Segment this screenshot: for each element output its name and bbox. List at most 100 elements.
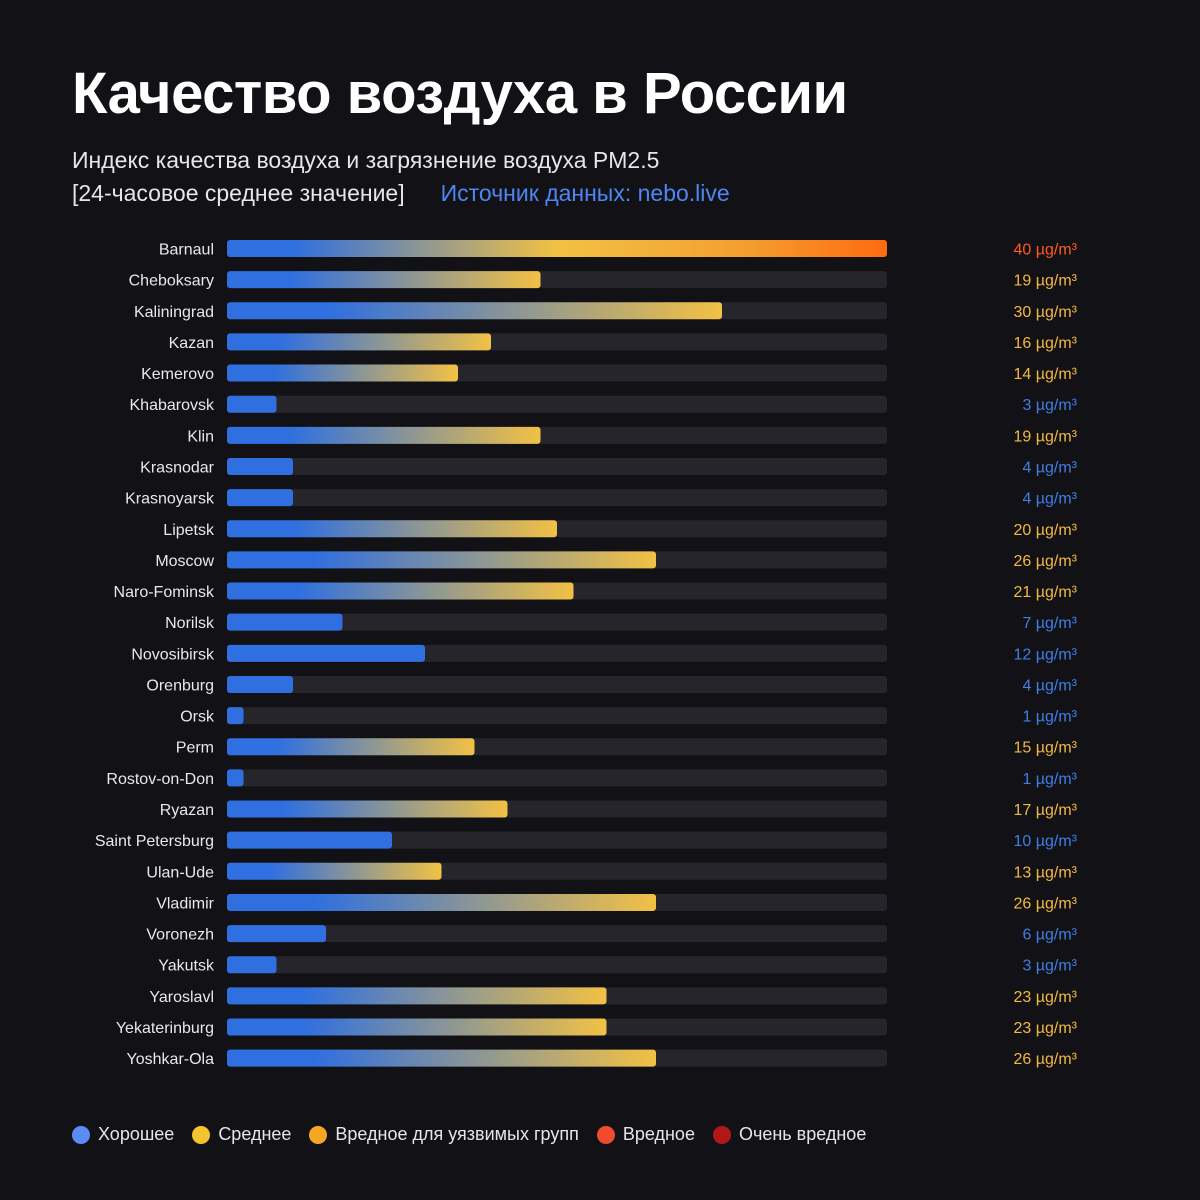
bar [227, 520, 557, 538]
value-label: 4 µg/m³ [1022, 491, 1077, 508]
bar [227, 675, 293, 693]
legend-dot-icon [309, 1125, 328, 1144]
value-label: 1 µg/m³ [1022, 709, 1077, 726]
legend-item: Среднее [192, 1124, 291, 1145]
bar-track [227, 707, 887, 725]
city-label: Barnaul [159, 242, 214, 259]
subtitle: Индекс качества воздуха и загрязнение во… [72, 144, 730, 210]
legend-label: Среднее [218, 1124, 292, 1144]
legend: Хорошее Среднее Вредное для уязвимых групп… [72, 1124, 866, 1145]
value-label: 20 µg/m³ [1014, 522, 1078, 539]
bar-track [227, 956, 887, 974]
legend-dot-icon [72, 1125, 90, 1144]
bar [227, 613, 343, 631]
value-label: 16 µg/m³ [1014, 335, 1078, 352]
city-label: Yekaterinburg [116, 1020, 214, 1037]
value-label: 3 µg/m³ [1022, 958, 1077, 975]
value-label: 26 µg/m³ [1014, 553, 1078, 570]
legend-item: Хорошее [72, 1124, 174, 1145]
value-label: 1 µg/m³ [1022, 771, 1077, 788]
bar-track [227, 457, 887, 475]
bar [227, 956, 277, 974]
value-label: 15 µg/m³ [1014, 740, 1078, 757]
bar [227, 893, 656, 911]
bar [227, 707, 244, 725]
bar [227, 769, 244, 787]
bar-track [227, 613, 887, 631]
bar [227, 987, 607, 1005]
bar [227, 302, 722, 320]
value-label: 4 µg/m³ [1022, 677, 1077, 694]
city-label: Perm [176, 740, 214, 757]
legend-label: Хорошее [98, 1124, 175, 1144]
value-label: 10 µg/m³ [1014, 833, 1078, 850]
bar [227, 862, 442, 880]
value-label: 3 µg/m³ [1022, 397, 1077, 414]
bar [227, 271, 541, 289]
city-label: Orsk [180, 709, 215, 726]
city-label: Cheboksary [129, 273, 214, 290]
bar [227, 925, 326, 943]
value-label: 14 µg/m³ [1014, 366, 1078, 383]
value-label: 13 µg/m³ [1014, 864, 1078, 881]
city-label: Novosibirsk [131, 646, 215, 663]
bar-track [227, 675, 887, 693]
city-label: Ulan-Ude [146, 864, 214, 881]
city-label: Moscow [155, 553, 214, 570]
city-label: Ryazan [160, 802, 214, 819]
value-label: 23 µg/m³ [1014, 989, 1078, 1006]
city-label: Yaroslavl [149, 989, 214, 1006]
legend-label: Вредное для уязвимых групп [335, 1124, 579, 1144]
city-label: Lipetsk [163, 522, 215, 539]
bar-track [227, 489, 887, 507]
city-label: Yoshkar-Ola [127, 1051, 215, 1068]
value-label: 7 µg/m³ [1022, 615, 1077, 632]
city-label: Orenburg [146, 677, 214, 694]
value-label: 26 µg/m³ [1014, 1051, 1078, 1068]
legend-item: Очень вредное [712, 1124, 867, 1145]
legend-label: Очень вредное [738, 1124, 867, 1144]
city-label: Khabarovsk [130, 397, 215, 414]
value-label: 4 µg/m³ [1022, 459, 1077, 476]
subtitle-line-2: [24-часовое среднее значение] Источник да… [72, 177, 730, 210]
legend-item: Вредное для уязвимых групп [309, 1124, 579, 1145]
bar [227, 395, 277, 413]
city-label: Yakutsk [158, 958, 215, 975]
page-title: Качество воздуха в России [72, 61, 848, 126]
value-label: 40 µg/m³ [1014, 242, 1078, 259]
legend-dot-icon [192, 1125, 211, 1144]
subtitle-period: [24-часовое среднее значение] [72, 180, 405, 206]
city-label: Vladimir [156, 895, 214, 912]
value-label: 17 µg/m³ [1014, 802, 1078, 819]
data-source-link[interactable]: Источник данных: nebo.live [440, 180, 730, 206]
bar [227, 364, 458, 382]
value-label: 19 µg/m³ [1014, 428, 1078, 445]
city-label: Voronezh [146, 927, 214, 944]
legend-item: Вредное [596, 1124, 695, 1145]
bar [227, 489, 293, 507]
city-label: Krasnodar [140, 459, 214, 476]
bar [227, 582, 574, 600]
bar [227, 738, 475, 756]
city-label: Saint Petersburg [95, 833, 214, 850]
bar [227, 551, 656, 569]
value-label: 23 µg/m³ [1014, 1020, 1078, 1037]
bar [227, 800, 508, 818]
legend-dot-icon [596, 1125, 615, 1144]
bar [227, 333, 491, 351]
value-label: 30 µg/m³ [1014, 304, 1078, 321]
bar [227, 831, 392, 849]
bar-track [227, 395, 887, 413]
legend-dot-icon [712, 1125, 731, 1144]
bar-track [227, 769, 887, 787]
city-label: Kemerovo [141, 366, 214, 383]
value-label: 26 µg/m³ [1014, 895, 1078, 912]
value-label: 19 µg/m³ [1014, 273, 1078, 290]
bar-chart: Barnaul 40 µg/m³ Cheboksary 19 µg/m³ Kalinin… [95, 240, 1078, 1068]
city-label: Rostov-on-Don [106, 771, 214, 788]
city-label: Krasnoyarsk [125, 491, 215, 508]
bar [227, 1049, 656, 1067]
bar [227, 426, 541, 444]
bar [227, 1018, 607, 1036]
city-label: Naro-Fominsk [114, 584, 215, 601]
